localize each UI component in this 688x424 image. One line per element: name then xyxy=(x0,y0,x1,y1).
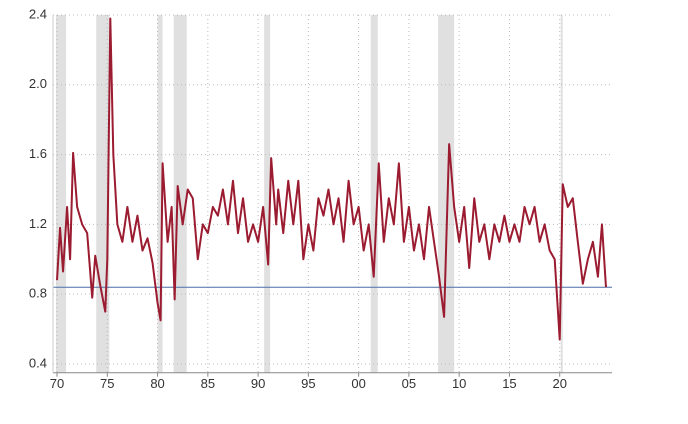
x-tick-label: 15 xyxy=(502,376,516,391)
x-tick-label: 70 xyxy=(50,376,64,391)
y-tick-label: 0.4 xyxy=(29,355,47,370)
x-tick-label: 95 xyxy=(301,376,315,391)
recession-band xyxy=(173,15,187,373)
recession-band xyxy=(370,15,378,373)
x-tick-label: 20 xyxy=(552,376,566,391)
data-line xyxy=(56,17,607,341)
recession-band xyxy=(56,15,67,373)
recession-band xyxy=(438,15,455,373)
x-tick-label: 00 xyxy=(351,376,365,391)
x-tick-label: 10 xyxy=(452,376,466,391)
x-tick-label: 75 xyxy=(100,376,114,391)
x-tick-label: 80 xyxy=(150,376,164,391)
y-tick-label: 0.8 xyxy=(29,286,47,301)
y-tick-label: 2.4 xyxy=(29,6,47,21)
x-tick-label: 85 xyxy=(201,376,215,391)
y-tick-label: 1.6 xyxy=(29,146,47,161)
x-tick-label: 05 xyxy=(402,376,416,391)
recession-band xyxy=(264,15,271,373)
x-tick-label: 90 xyxy=(251,376,265,391)
recession-band xyxy=(157,15,163,373)
y-tick-label: 2.0 xyxy=(29,76,47,91)
y-tick-label: 1.2 xyxy=(29,216,47,231)
